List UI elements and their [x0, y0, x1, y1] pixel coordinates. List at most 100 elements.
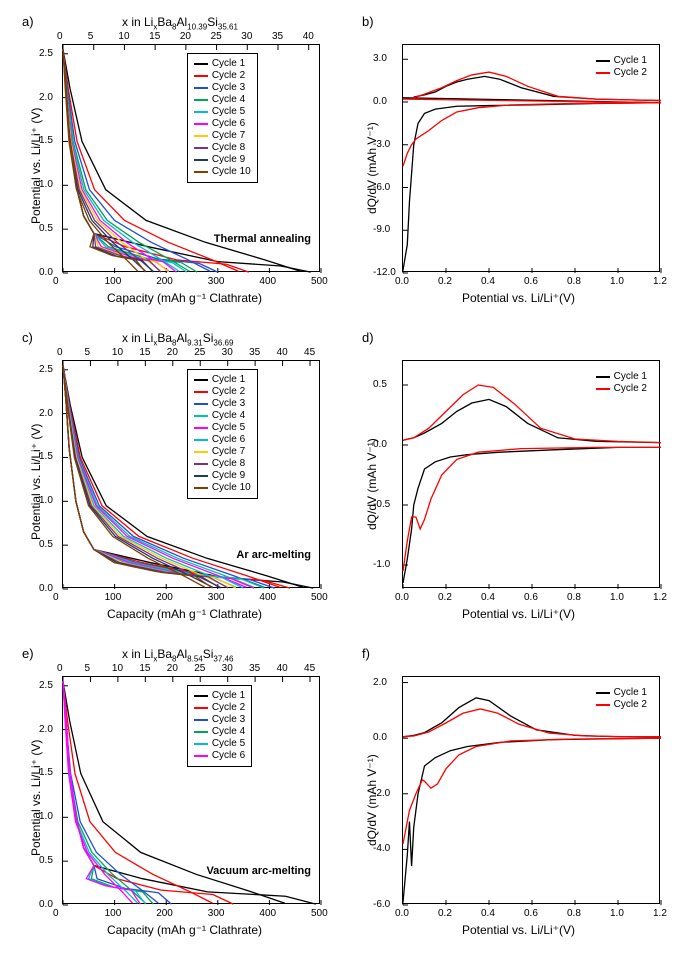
- legend: Cycle 1Cycle 2Cycle 3Cycle 4Cycle 5Cycle…: [187, 369, 258, 499]
- y-tick-label: 0.5: [373, 379, 387, 390]
- legend-item: Cycle 2: [194, 70, 251, 82]
- top-tick-label: 15: [139, 663, 150, 674]
- x-tick-label: 400: [259, 592, 276, 603]
- x-tick-label: 1.0: [610, 592, 624, 603]
- y-tick-label: 0.0: [373, 732, 387, 743]
- y-tick-label: 2.5: [39, 680, 53, 691]
- legend-swatch: [194, 111, 208, 113]
- legend-swatch: [194, 743, 208, 745]
- legend-swatch: [596, 388, 610, 390]
- legend-label: Cycle 3: [212, 82, 245, 94]
- top-tick-label: 40: [277, 347, 288, 358]
- discharge-curve: [63, 681, 153, 904]
- legend-swatch: [194, 427, 208, 429]
- x-tick-label: 400: [259, 908, 276, 919]
- x-tick-label: 0.2: [438, 908, 452, 919]
- legend-swatch: [194, 159, 208, 161]
- legend: Cycle 1Cycle 2Cycle 3Cycle 4Cycle 5Cycle…: [187, 685, 252, 767]
- legend-item: Cycle 9: [194, 154, 251, 166]
- x-axis-label: Potential vs. Li/Li⁺(V): [462, 923, 575, 937]
- legend-swatch: [194, 415, 208, 417]
- x-tick-label: 1.2: [653, 276, 667, 287]
- y-tick-label: 2.0: [39, 724, 53, 735]
- legend-item: Cycle 1: [596, 371, 647, 383]
- legend-swatch: [194, 755, 208, 757]
- y-tick-label: 0.0: [373, 96, 387, 107]
- legend-swatch: [194, 463, 208, 465]
- legend-swatch: [194, 487, 208, 489]
- legend-label: Cycle 1: [614, 371, 647, 383]
- x-tick-label: 100: [105, 908, 122, 919]
- x-axis-label: Capacity (mAh g⁻¹ Clathrate): [107, 291, 262, 305]
- y-tick-label: 0.0: [39, 583, 53, 594]
- legend-swatch: [194, 695, 208, 697]
- legend-item: Cycle 2: [596, 699, 647, 711]
- x-tick-label: 200: [156, 276, 173, 287]
- x-tick-label: 200: [156, 592, 173, 603]
- legend-label: Cycle 2: [614, 67, 647, 79]
- dqdv-curve: [403, 98, 661, 270]
- x-tick-label: 1.0: [610, 908, 624, 919]
- panel-b: b)0.00.20.40.60.81.01.2-12.0-9.0-6.0-3.0…: [402, 44, 700, 332]
- legend: Cycle 1Cycle 2: [590, 367, 653, 399]
- legend-item: Cycle 5: [194, 422, 251, 434]
- top-tick-label: 0: [57, 347, 63, 358]
- process-annotation: Thermal annealing: [214, 233, 311, 245]
- y-tick-label: 2.0: [39, 92, 53, 103]
- x-tick-label: 0.8: [567, 592, 581, 603]
- x-tick-label: 0.2: [438, 276, 452, 287]
- x-tick-label: 0.0: [395, 908, 409, 919]
- process-annotation: Ar arc-melting: [236, 549, 311, 561]
- legend-item: Cycle 10: [194, 482, 251, 494]
- y-tick-label: 0.0: [39, 267, 53, 278]
- legend-swatch: [194, 63, 208, 65]
- x-tick-label: 0.2: [438, 592, 452, 603]
- x-tick-label: 0.6: [524, 276, 538, 287]
- y-axis-label: Potential vs. Li/Li⁺ (V): [29, 740, 43, 856]
- legend-item: Cycle 4: [194, 726, 245, 738]
- top-axis-label: x in LixBa8Al9.31Si36.69: [122, 331, 233, 347]
- x-tick-label: 200: [156, 908, 173, 919]
- legend-item: Cycle 10: [194, 166, 251, 178]
- legend-swatch: [194, 451, 208, 453]
- top-tick-label: 35: [272, 31, 283, 42]
- top-tick-label: 40: [303, 31, 314, 42]
- legend-item: Cycle 7: [194, 130, 251, 142]
- x-tick-label: 0: [53, 276, 59, 287]
- top-tick-label: 25: [194, 663, 205, 674]
- x-tick-label: 1.2: [653, 592, 667, 603]
- legend-item: Cycle 6: [194, 750, 245, 762]
- x-tick-label: 0.0: [395, 276, 409, 287]
- legend-item: Cycle 1: [596, 687, 647, 699]
- legend-label: Cycle 1: [614, 55, 647, 67]
- panel-letter: e): [22, 646, 34, 661]
- x-axis-label: Potential vs. Li/Li⁺(V): [462, 607, 575, 621]
- legend-label: Cycle 10: [212, 166, 251, 178]
- x-tick-label: 0: [53, 592, 59, 603]
- top-tick-label: 10: [112, 347, 123, 358]
- legend: Cycle 1Cycle 2: [590, 51, 653, 83]
- legend-label: Cycle 1: [614, 687, 647, 699]
- panel-letter: a): [22, 14, 34, 29]
- x-tick-label: 0.8: [567, 276, 581, 287]
- top-tick-label: 5: [88, 31, 94, 42]
- legend-swatch: [596, 60, 610, 62]
- panel-c: c)01002003004005000.00.51.01.52.02.50510…: [62, 360, 380, 648]
- top-tick-label: 40: [277, 663, 288, 674]
- legend-swatch: [596, 72, 610, 74]
- legend-label: Cycle 9: [212, 154, 245, 166]
- y-tick-label: 0.5: [39, 539, 53, 550]
- legend-item: Cycle 1: [194, 690, 245, 702]
- x-tick-label: 1.2: [653, 908, 667, 919]
- legend-item: Cycle 6: [194, 434, 251, 446]
- legend-swatch: [194, 123, 208, 125]
- x-tick-label: 500: [311, 908, 328, 919]
- x-tick-label: 500: [311, 592, 328, 603]
- y-tick-label: 2.5: [39, 48, 53, 59]
- y-tick-label: 0.5: [39, 223, 53, 234]
- x-tick-label: 500: [311, 276, 328, 287]
- legend-label: Cycle 4: [212, 410, 245, 422]
- x-tick-label: 1.0: [610, 276, 624, 287]
- legend-item: Cycle 7: [194, 446, 251, 458]
- x-tick-label: 0.0: [395, 592, 409, 603]
